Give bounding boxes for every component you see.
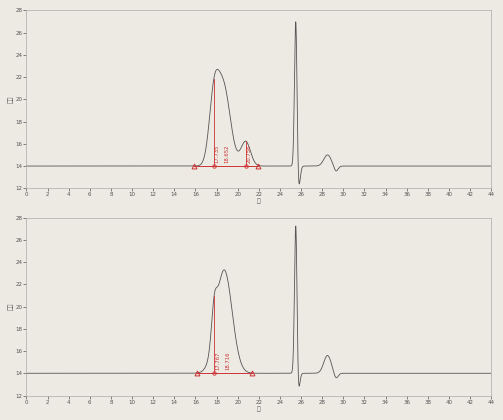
Y-axis label: 信号: 信号	[9, 303, 14, 310]
Text: 18.716: 18.716	[225, 352, 230, 370]
X-axis label: 时: 时	[257, 406, 261, 412]
Y-axis label: 信号: 信号	[9, 96, 14, 103]
Text: 18.652: 18.652	[224, 144, 229, 163]
X-axis label: 时: 时	[257, 199, 261, 205]
Text: 20.756: 20.756	[247, 144, 252, 163]
Text: 17.767: 17.767	[215, 352, 220, 370]
Text: 17.735: 17.735	[215, 144, 220, 163]
